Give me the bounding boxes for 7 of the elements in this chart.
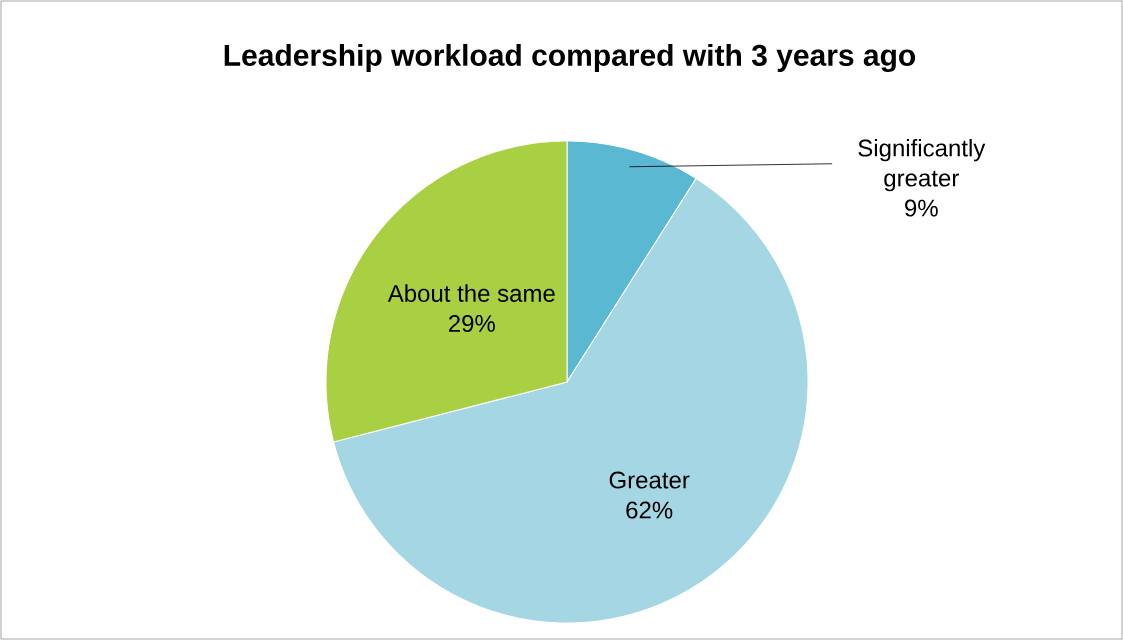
slice-label: Significantly greater (858, 138, 986, 192)
data-label: 29% (448, 314, 495, 332)
data-label: 9% (905, 199, 938, 217)
chart-title: Leadership workload compared with 3 years ago (224, 43, 916, 73)
data-label: 62% (626, 501, 673, 519)
slice-label: Greater (609, 471, 690, 489)
slice-label: About the same (387, 284, 555, 302)
